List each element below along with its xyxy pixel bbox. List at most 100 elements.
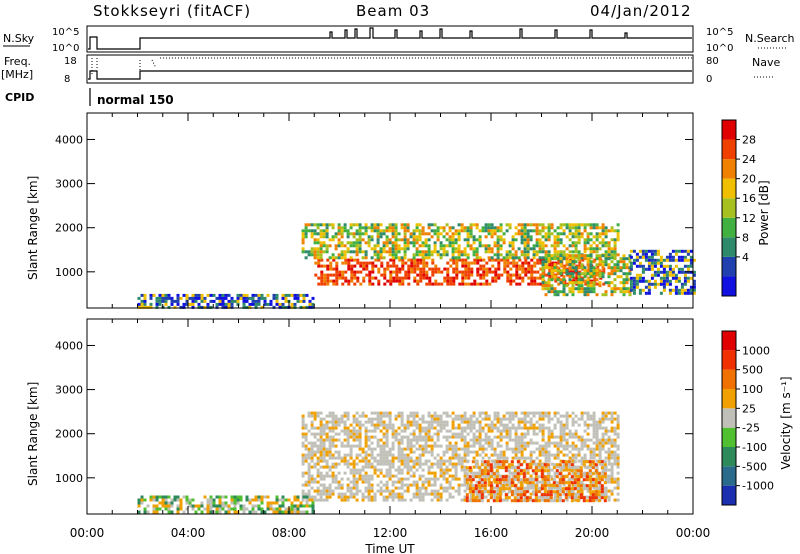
velocity-echo-cell: [406, 414, 410, 418]
velocity-echo-cell: [469, 423, 473, 427]
velocity-echo-cell: [511, 456, 515, 460]
power-echo-cell: [290, 302, 294, 306]
power-echo-cell: [473, 282, 477, 286]
velocity-echo-cell: [331, 453, 335, 457]
power-echo-cell: [586, 281, 590, 285]
velocity-echo-cell: [562, 462, 566, 466]
power-echo-cell: [337, 223, 341, 227]
velocity-echo-cell: [340, 483, 344, 487]
velocity-echo-cell: [427, 423, 431, 427]
cpid-text: normal 150: [97, 93, 174, 107]
velocity-echo-cell: [385, 414, 389, 418]
power-echo-cell: [427, 232, 431, 236]
velocity-echo-cell: [373, 429, 377, 433]
power-echo-cell: [260, 293, 264, 297]
power-echo-cell: [451, 226, 455, 230]
velocity-echo-cell: [355, 444, 359, 448]
power-echo-cell: [364, 256, 368, 260]
velocity-echo-cell: [391, 459, 395, 463]
power-echo-cell: [613, 287, 617, 291]
velocity-echo-cell: [507, 496, 511, 500]
velocity-echo-cell: [421, 414, 425, 418]
velocity-echo-cell: [517, 444, 521, 448]
velocity-echo-cell: [480, 484, 484, 488]
velocity-echo-cell: [507, 475, 511, 479]
power-echo-cell: [451, 253, 455, 257]
velocity-echo-cell: [445, 498, 449, 502]
velocity-echo-cell: [448, 447, 452, 451]
power-echo-cell: [452, 279, 456, 283]
velocity-echo-cell: [343, 429, 347, 433]
velocity-echo-cell: [182, 495, 186, 499]
power-echo-cell: [143, 305, 147, 309]
velocity-echo-cell: [573, 484, 577, 488]
velocity-echo-cell: [607, 459, 611, 463]
velocity-echo-cell: [610, 441, 614, 445]
power-echo-cell: [580, 263, 584, 267]
velocity-echo-cell: [541, 429, 545, 433]
velocity-echo-cell: [448, 441, 452, 445]
velocity-echo-cell: [574, 432, 578, 436]
velocity-echo-cell: [409, 474, 413, 478]
power-echo-cell: [482, 270, 486, 274]
velocity-echo-cell: [514, 486, 518, 490]
velocity-echo-cell: [334, 438, 338, 442]
velocity-echo-cell: [293, 495, 297, 499]
velocity-echo-cell: [155, 507, 159, 511]
power-echo-cell: [610, 256, 614, 260]
velocity-echo-cell: [301, 483, 305, 487]
power-echo-cell: [464, 267, 468, 271]
velocity-echo-cell: [451, 450, 455, 454]
velocity-echo-cell: [579, 496, 583, 500]
velocity-echo-cell: [322, 432, 326, 436]
velocity-echo-cell: [382, 411, 386, 415]
power-echo-cell: [550, 269, 554, 273]
velocity-echo-cell: [526, 486, 530, 490]
velocity-echo-cell: [603, 466, 607, 470]
power-echo-cell: [575, 273, 579, 277]
velocity-echo-cell: [304, 432, 308, 436]
power-echo-cell: [550, 266, 554, 270]
power-echo-cell: [671, 258, 675, 262]
velocity-echo-cell: [519, 469, 523, 473]
power-echo-cell: [391, 250, 395, 254]
velocity-echo-cell: [260, 501, 264, 505]
velocity-echo-cell: [511, 474, 515, 478]
power-echo-cell: [451, 235, 455, 239]
power-echo-cell: [406, 223, 410, 227]
power-echo-cell: [476, 267, 480, 271]
velocity-echo-cell: [400, 498, 404, 502]
power-echo-cell: [469, 226, 473, 230]
power-echo-cell: [484, 229, 488, 233]
velocity-echo-cell: [519, 478, 523, 482]
power-echo-cell: [487, 250, 491, 254]
velocity-echo-cell: [358, 453, 362, 457]
velocity-echo-cell: [457, 477, 461, 481]
velocity-echo-cell: [493, 423, 497, 427]
velocity-echo-cell: [463, 468, 467, 472]
velocity-echo-cell: [448, 474, 452, 478]
power-echo-cell: [466, 253, 470, 257]
velocity-echo-cell: [349, 471, 353, 475]
velocity-echo-cell: [586, 426, 590, 430]
power-echo-cell: [331, 238, 335, 242]
power-echo-cell: [490, 235, 494, 239]
power-echo-cell: [200, 296, 204, 300]
velocity-echo-cell: [301, 420, 305, 424]
velocity-echo-cell: [610, 492, 614, 496]
velocity-echo-cell: [418, 456, 422, 460]
power-echo-cell: [625, 266, 629, 270]
velocity-echo-cell: [355, 453, 359, 457]
power-echo-cell: [370, 256, 374, 260]
velocity-echo-cell: [400, 420, 404, 424]
velocity-echo-cell: [301, 441, 305, 445]
power-echo-cell: [644, 267, 648, 271]
power-echo-cell: [230, 299, 234, 303]
velocity-echo-cell: [504, 493, 508, 497]
power-echo-cell: [547, 260, 551, 264]
power-echo-cell: [416, 258, 420, 262]
power-echo-cell: [209, 293, 213, 297]
velocity-echo-cell: [555, 469, 559, 473]
velocity-echo-cell: [176, 510, 180, 514]
power-echo-cell: [376, 232, 380, 236]
